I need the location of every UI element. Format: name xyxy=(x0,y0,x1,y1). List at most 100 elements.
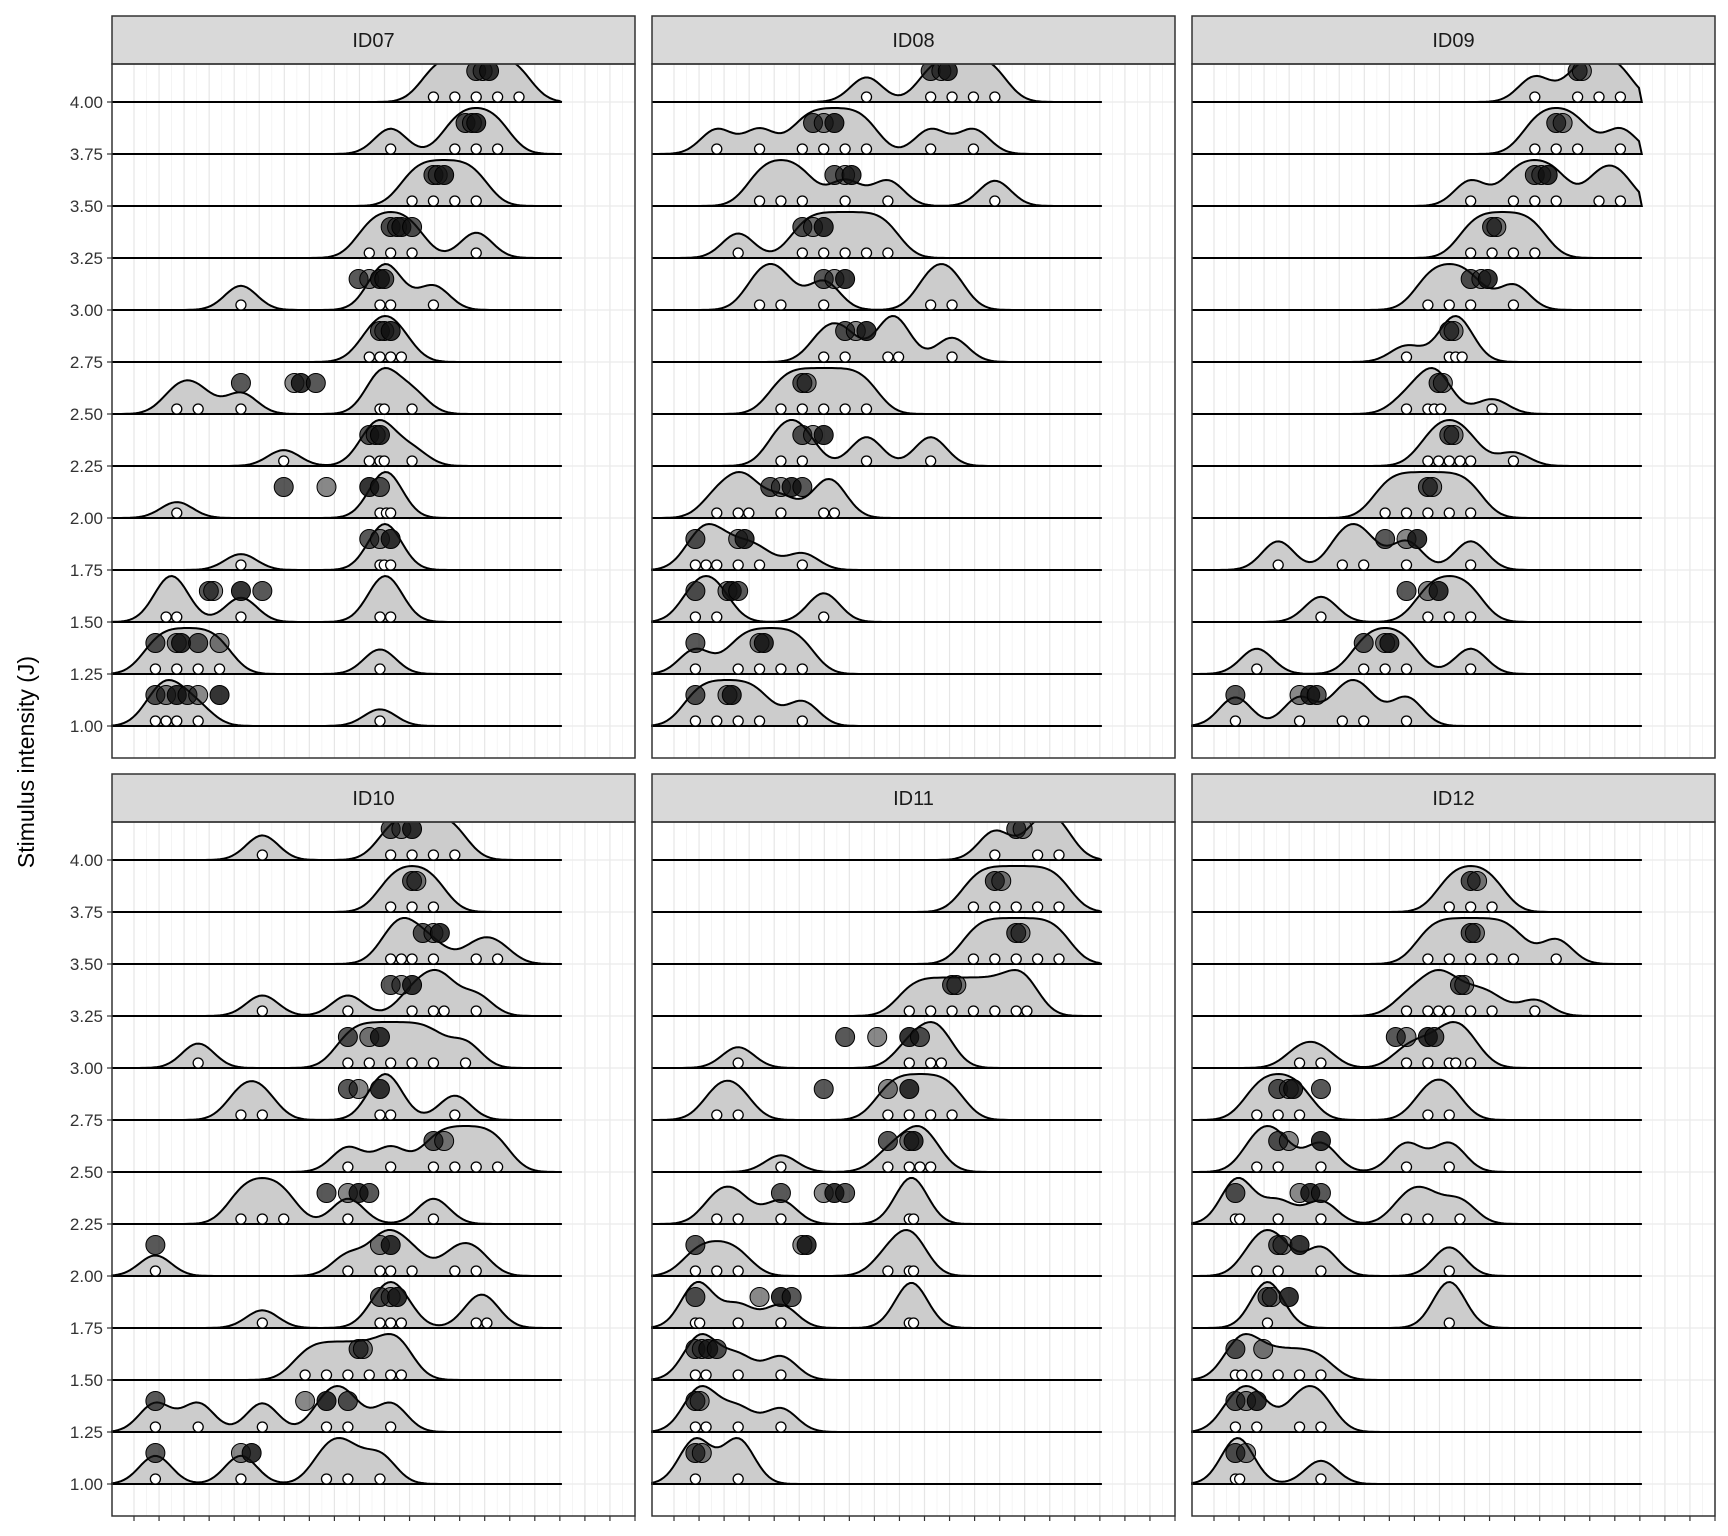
observation-point xyxy=(427,1213,440,1225)
observation-point xyxy=(925,299,937,311)
observation-point xyxy=(732,1265,744,1277)
threshold-marker xyxy=(171,633,192,653)
observation-point xyxy=(1358,663,1370,675)
ridge-3_25 xyxy=(652,211,1175,259)
observation-point xyxy=(395,953,408,965)
observation-point xyxy=(1456,351,1468,363)
threshold-marker xyxy=(203,581,224,601)
threshold-marker xyxy=(1486,217,1507,237)
ridge-2 xyxy=(1192,471,1715,519)
ridge-4 xyxy=(112,813,635,861)
threshold-marker xyxy=(991,871,1012,891)
observation-point xyxy=(1443,1005,1455,1017)
observation-point xyxy=(192,1421,204,1433)
threshold-marker xyxy=(909,1027,930,1047)
observation-point xyxy=(491,143,504,155)
observation-point xyxy=(1465,195,1477,207)
observation-point xyxy=(363,247,375,259)
observation-point xyxy=(385,247,397,259)
observation-point xyxy=(385,849,397,861)
observation-point xyxy=(732,559,744,571)
ridge-2_25 xyxy=(1192,418,1715,467)
threshold-marker xyxy=(316,1183,337,1203)
observation-point xyxy=(470,143,482,155)
observation-point xyxy=(925,1057,937,1069)
observation-point xyxy=(459,1057,472,1069)
observation-point xyxy=(192,715,204,727)
observation-point xyxy=(192,403,204,415)
ridge-1_5 xyxy=(112,1332,635,1381)
ridge-1_5 xyxy=(1191,1332,1715,1381)
observation-point xyxy=(753,143,766,155)
observation-point xyxy=(406,1265,418,1277)
observation-point xyxy=(1550,953,1562,965)
threshold-marker xyxy=(706,1339,727,1359)
threshold-marker xyxy=(1454,975,1475,995)
threshold-marker xyxy=(188,685,209,705)
observation-point xyxy=(385,1109,397,1121)
ridge-2 xyxy=(651,1228,1175,1277)
ridge-1 xyxy=(111,1436,635,1485)
observation-point xyxy=(925,1161,937,1173)
threshold-marker xyxy=(316,1391,337,1411)
strip-header xyxy=(1191,773,1716,823)
ridge-3_75 xyxy=(652,865,1175,913)
observation-point xyxy=(753,715,766,727)
observation-point xyxy=(1450,1057,1462,1069)
observation-point xyxy=(149,715,162,727)
threshold-marker xyxy=(1261,1287,1282,1307)
threshold-marker xyxy=(1407,529,1428,549)
threshold-marker xyxy=(230,373,251,393)
observation-point xyxy=(235,559,247,571)
ridge-3_25 xyxy=(1192,211,1715,259)
observation-point xyxy=(946,1005,958,1017)
panel-border xyxy=(111,821,636,1517)
observation-point xyxy=(1336,559,1348,571)
threshold-marker xyxy=(241,1443,262,1463)
y-tick-label: 1.50 xyxy=(70,613,103,632)
observation-point xyxy=(796,403,808,415)
ridge-1_25 xyxy=(1191,1384,1715,1433)
observation-point xyxy=(1293,1421,1306,1433)
observation-point xyxy=(374,1317,386,1329)
observation-point xyxy=(1400,663,1413,675)
y-tick-label: 3.75 xyxy=(70,145,103,164)
observation-point xyxy=(1422,611,1434,623)
observation-point xyxy=(1293,715,1306,727)
observation-point xyxy=(689,1473,702,1485)
threshold-marker xyxy=(406,871,427,891)
panel-border xyxy=(111,63,636,759)
threshold-marker xyxy=(770,1183,791,1203)
panel-border xyxy=(651,821,1176,1517)
observation-point xyxy=(711,1109,723,1121)
observation-point xyxy=(438,1005,450,1017)
threshold-marker xyxy=(691,1443,712,1463)
observation-point xyxy=(892,351,905,363)
ridge-2_75 xyxy=(112,314,635,363)
observation-point xyxy=(513,91,525,103)
observation-point xyxy=(342,1213,354,1225)
observation-point xyxy=(1550,195,1562,207)
threshold-marker xyxy=(1424,1027,1445,1047)
observation-point xyxy=(818,611,830,623)
ridge-3_5 xyxy=(1192,158,1715,207)
observation-point xyxy=(1507,247,1520,259)
observation-point xyxy=(1422,1213,1434,1225)
observation-point xyxy=(1315,1213,1327,1225)
observation-point xyxy=(374,715,386,727)
threshold-marker xyxy=(721,685,742,705)
observation-point xyxy=(395,1369,408,1381)
observation-point xyxy=(796,663,808,675)
observation-point xyxy=(1465,507,1477,519)
observation-point xyxy=(406,1057,418,1069)
threshold-marker xyxy=(380,529,401,549)
observation-point xyxy=(1422,299,1434,311)
threshold-marker xyxy=(1432,373,1453,393)
observation-point xyxy=(925,143,937,155)
observation-point xyxy=(374,1265,386,1277)
observation-point xyxy=(395,1317,408,1329)
threshold-marker xyxy=(359,1183,380,1203)
strip-label: ID11 xyxy=(893,788,934,810)
observation-point xyxy=(449,91,461,103)
